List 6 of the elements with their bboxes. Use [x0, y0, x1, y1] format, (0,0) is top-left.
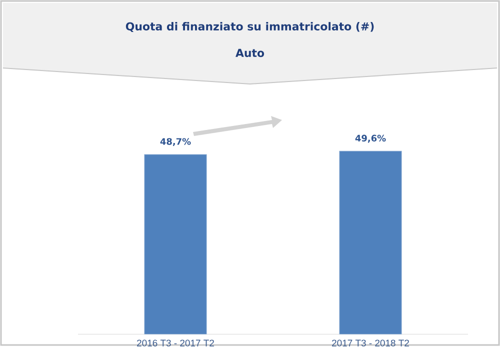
chart-title: Quota di finanziato su immatricolato (#) [126, 22, 374, 32]
x-tick-label: 2016 T3 - 2017 T2 [137, 340, 214, 347]
chart-subtitle: Auto [236, 49, 264, 58]
data-label: 48,7% [160, 138, 191, 146]
data-label: 49,6% [355, 134, 386, 143]
x-tick-label: 2017 T3 - 2018 T2 [332, 340, 409, 347]
